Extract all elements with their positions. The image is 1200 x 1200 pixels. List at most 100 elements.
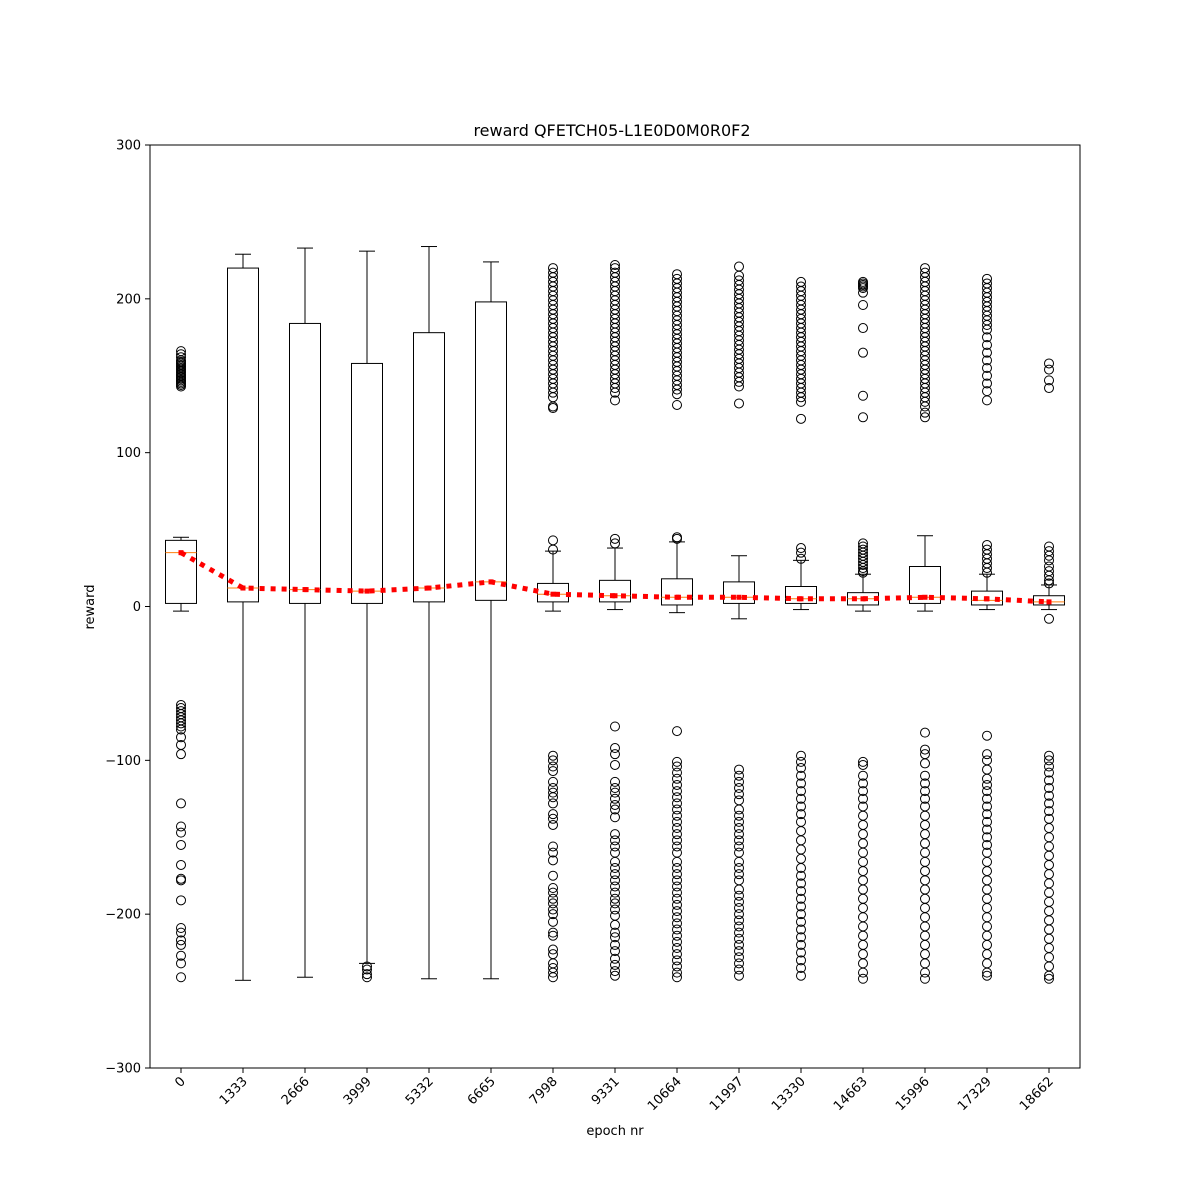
- outlier-point: [982, 319, 992, 330]
- box-group: [475, 261, 507, 980]
- outlier-point: [796, 835, 806, 846]
- mean-marker: [798, 596, 804, 602]
- outlier-point: [734, 933, 744, 944]
- mean-marker: [178, 550, 184, 556]
- outlier-point: [982, 930, 992, 941]
- outlier-point: [1044, 915, 1054, 926]
- outlier-point: [734, 835, 744, 846]
- outlier-point: [982, 563, 992, 574]
- y-tick-label: 300: [116, 139, 141, 154]
- outlier-point: [734, 795, 744, 806]
- outlier-point: [734, 783, 744, 794]
- outlier-point: [982, 764, 992, 775]
- x-tick-label: 15996: [893, 1074, 933, 1114]
- outlier-point: [920, 838, 930, 849]
- box-group: [661, 269, 693, 983]
- outlier-point: [672, 875, 682, 886]
- outlier-point: [1044, 555, 1054, 566]
- box-group: [723, 261, 755, 981]
- outlier-point: [920, 875, 930, 886]
- outlier-point: [858, 838, 868, 849]
- outlier-point: [176, 821, 186, 832]
- outlier-point: [176, 923, 186, 934]
- outlier-point: [1044, 750, 1054, 761]
- outlier-point: [796, 786, 806, 797]
- x-tick-label: 0: [172, 1074, 188, 1090]
- outlier-point: [982, 875, 992, 886]
- outlier-point: [1044, 952, 1054, 963]
- outlier-point: [796, 793, 806, 804]
- outlier-point: [548, 944, 558, 955]
- outlier-point: [610, 383, 620, 394]
- outlier-point: [734, 896, 744, 907]
- outlier-point: [548, 798, 558, 809]
- outlier-point: [920, 770, 930, 781]
- outlier-point: [610, 863, 620, 874]
- outlier-point: [1044, 790, 1054, 801]
- outlier-point: [610, 847, 620, 858]
- outlier-point: [796, 909, 806, 920]
- outlier-point: [982, 730, 992, 741]
- outlier-point: [548, 544, 558, 555]
- outlier-point: [858, 903, 868, 914]
- outlier-point: [672, 823, 682, 834]
- outlier-point: [734, 789, 744, 800]
- outlier-point: [982, 332, 992, 343]
- box: [351, 362, 383, 604]
- outlier-point: [920, 407, 930, 418]
- outlier-point: [610, 970, 620, 981]
- outlier-point: [176, 950, 186, 961]
- outlier-point: [982, 339, 992, 350]
- outlier-point: [1044, 775, 1054, 786]
- outlier-point: [672, 887, 682, 898]
- outlier-point: [920, 939, 930, 950]
- box: [227, 267, 259, 603]
- outlier-point: [734, 810, 744, 821]
- outlier-point: [858, 866, 868, 877]
- outlier-point: [982, 749, 992, 760]
- outlier-point: [610, 835, 620, 846]
- y-tick-label: −100: [105, 754, 141, 769]
- x-tick-label: 17329: [955, 1074, 995, 1114]
- outlier-point: [796, 886, 806, 897]
- outlier-point: [548, 841, 558, 852]
- outlier-point: [672, 816, 682, 827]
- outlier-point: [734, 869, 744, 880]
- outlier-point: [796, 826, 806, 837]
- outlier-point: [610, 395, 620, 406]
- outlier-point: [920, 396, 930, 407]
- outlier-point: [176, 381, 186, 392]
- outlier-point: [672, 533, 682, 544]
- outlier-point: [858, 829, 868, 840]
- outlier-point: [982, 939, 992, 950]
- mean-line: [179, 550, 1050, 605]
- outlier-point: [734, 816, 744, 827]
- outlier-point: [982, 816, 992, 827]
- outlier-point: [548, 930, 558, 941]
- outlier-point: [548, 535, 558, 546]
- outlier-point: [796, 809, 806, 820]
- outlier-point: [610, 966, 620, 977]
- outlier-point: [1044, 878, 1054, 889]
- outlier-point: [1044, 859, 1054, 870]
- mean-marker: [364, 588, 370, 594]
- outlier-point: [610, 776, 620, 787]
- outlier-point: [920, 912, 930, 923]
- mean-marker: [550, 591, 556, 597]
- outlier-point: [672, 810, 682, 821]
- mean-marker: [922, 594, 928, 600]
- outlier-point: [920, 884, 930, 895]
- outlier-point: [548, 776, 558, 787]
- outlier-point: [920, 866, 930, 877]
- box: [475, 301, 507, 601]
- outlier-point: [176, 939, 186, 950]
- outlier-point: [734, 776, 744, 787]
- outlier-point: [672, 961, 682, 972]
- outlier-point: [858, 875, 868, 886]
- outlier-point: [548, 916, 558, 927]
- outlier-point: [548, 972, 558, 983]
- outlier-point: [858, 967, 868, 978]
- outlier-point: [1044, 887, 1054, 898]
- outlier-point: [796, 955, 806, 966]
